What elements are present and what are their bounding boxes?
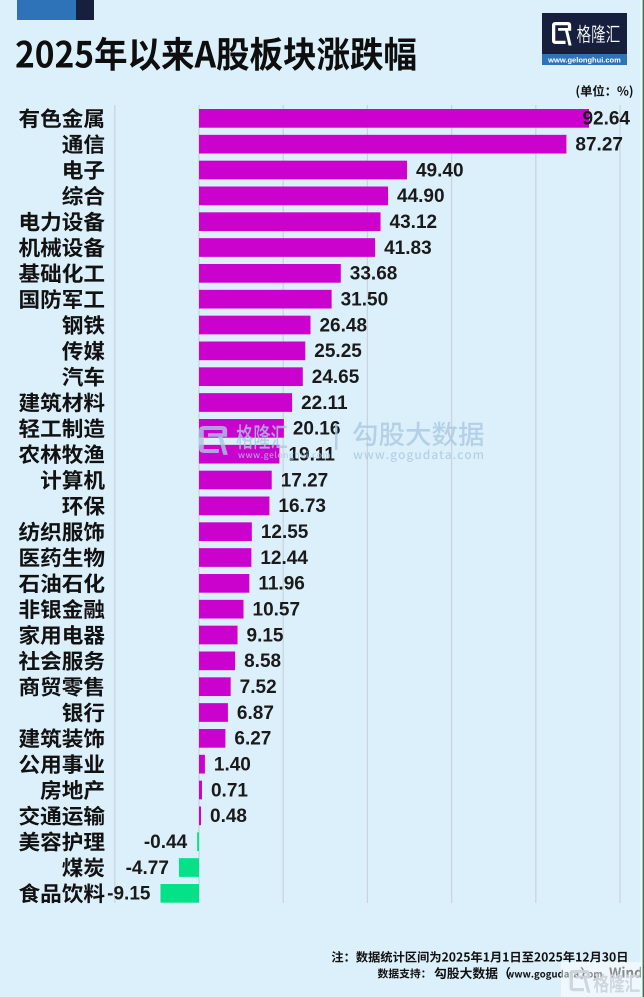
svg-text:6.27: 6.27 — [234, 729, 271, 750]
svg-text:22.11: 22.11 — [301, 393, 348, 414]
svg-text:0.48: 0.48 — [210, 806, 247, 827]
svg-text:19.11: 19.11 — [288, 444, 335, 465]
svg-text:12.55: 12.55 — [261, 522, 309, 543]
svg-text:87.27: 87.27 — [575, 134, 623, 155]
svg-text:1.40: 1.40 — [214, 754, 251, 775]
svg-text:-4.77: -4.77 — [126, 858, 169, 879]
svg-text:31.50: 31.50 — [341, 289, 389, 310]
svg-text:6.87: 6.87 — [237, 703, 274, 724]
svg-text:17.27: 17.27 — [281, 470, 329, 491]
svg-text:44.90: 44.90 — [397, 186, 445, 207]
svg-text:33.68: 33.68 — [350, 264, 398, 285]
svg-text:8.58: 8.58 — [244, 651, 281, 672]
svg-text:20.16: 20.16 — [293, 419, 341, 440]
svg-text:-0.44: -0.44 — [144, 832, 188, 853]
svg-text:11.96: 11.96 — [258, 574, 305, 595]
svg-text:9.15: 9.15 — [247, 625, 284, 646]
svg-text:26.48: 26.48 — [319, 315, 367, 336]
svg-text:16.73: 16.73 — [278, 496, 326, 517]
svg-text:41.83: 41.83 — [384, 238, 432, 259]
svg-text:25.25: 25.25 — [314, 341, 362, 362]
svg-text:10.57: 10.57 — [253, 599, 301, 620]
svg-text:24.65: 24.65 — [312, 367, 360, 388]
svg-text:49.40: 49.40 — [416, 160, 464, 181]
svg-text:92.64: 92.64 — [582, 109, 630, 130]
svg-text:12.44: 12.44 — [260, 548, 308, 569]
svg-text:0.71: 0.71 — [211, 780, 248, 801]
svg-text:www.gelonghui.com: www.gelonghui.com — [547, 56, 621, 65]
svg-text:43.12: 43.12 — [390, 212, 438, 233]
svg-text:-9.15: -9.15 — [107, 884, 151, 905]
svg-text:7.52: 7.52 — [240, 677, 277, 698]
